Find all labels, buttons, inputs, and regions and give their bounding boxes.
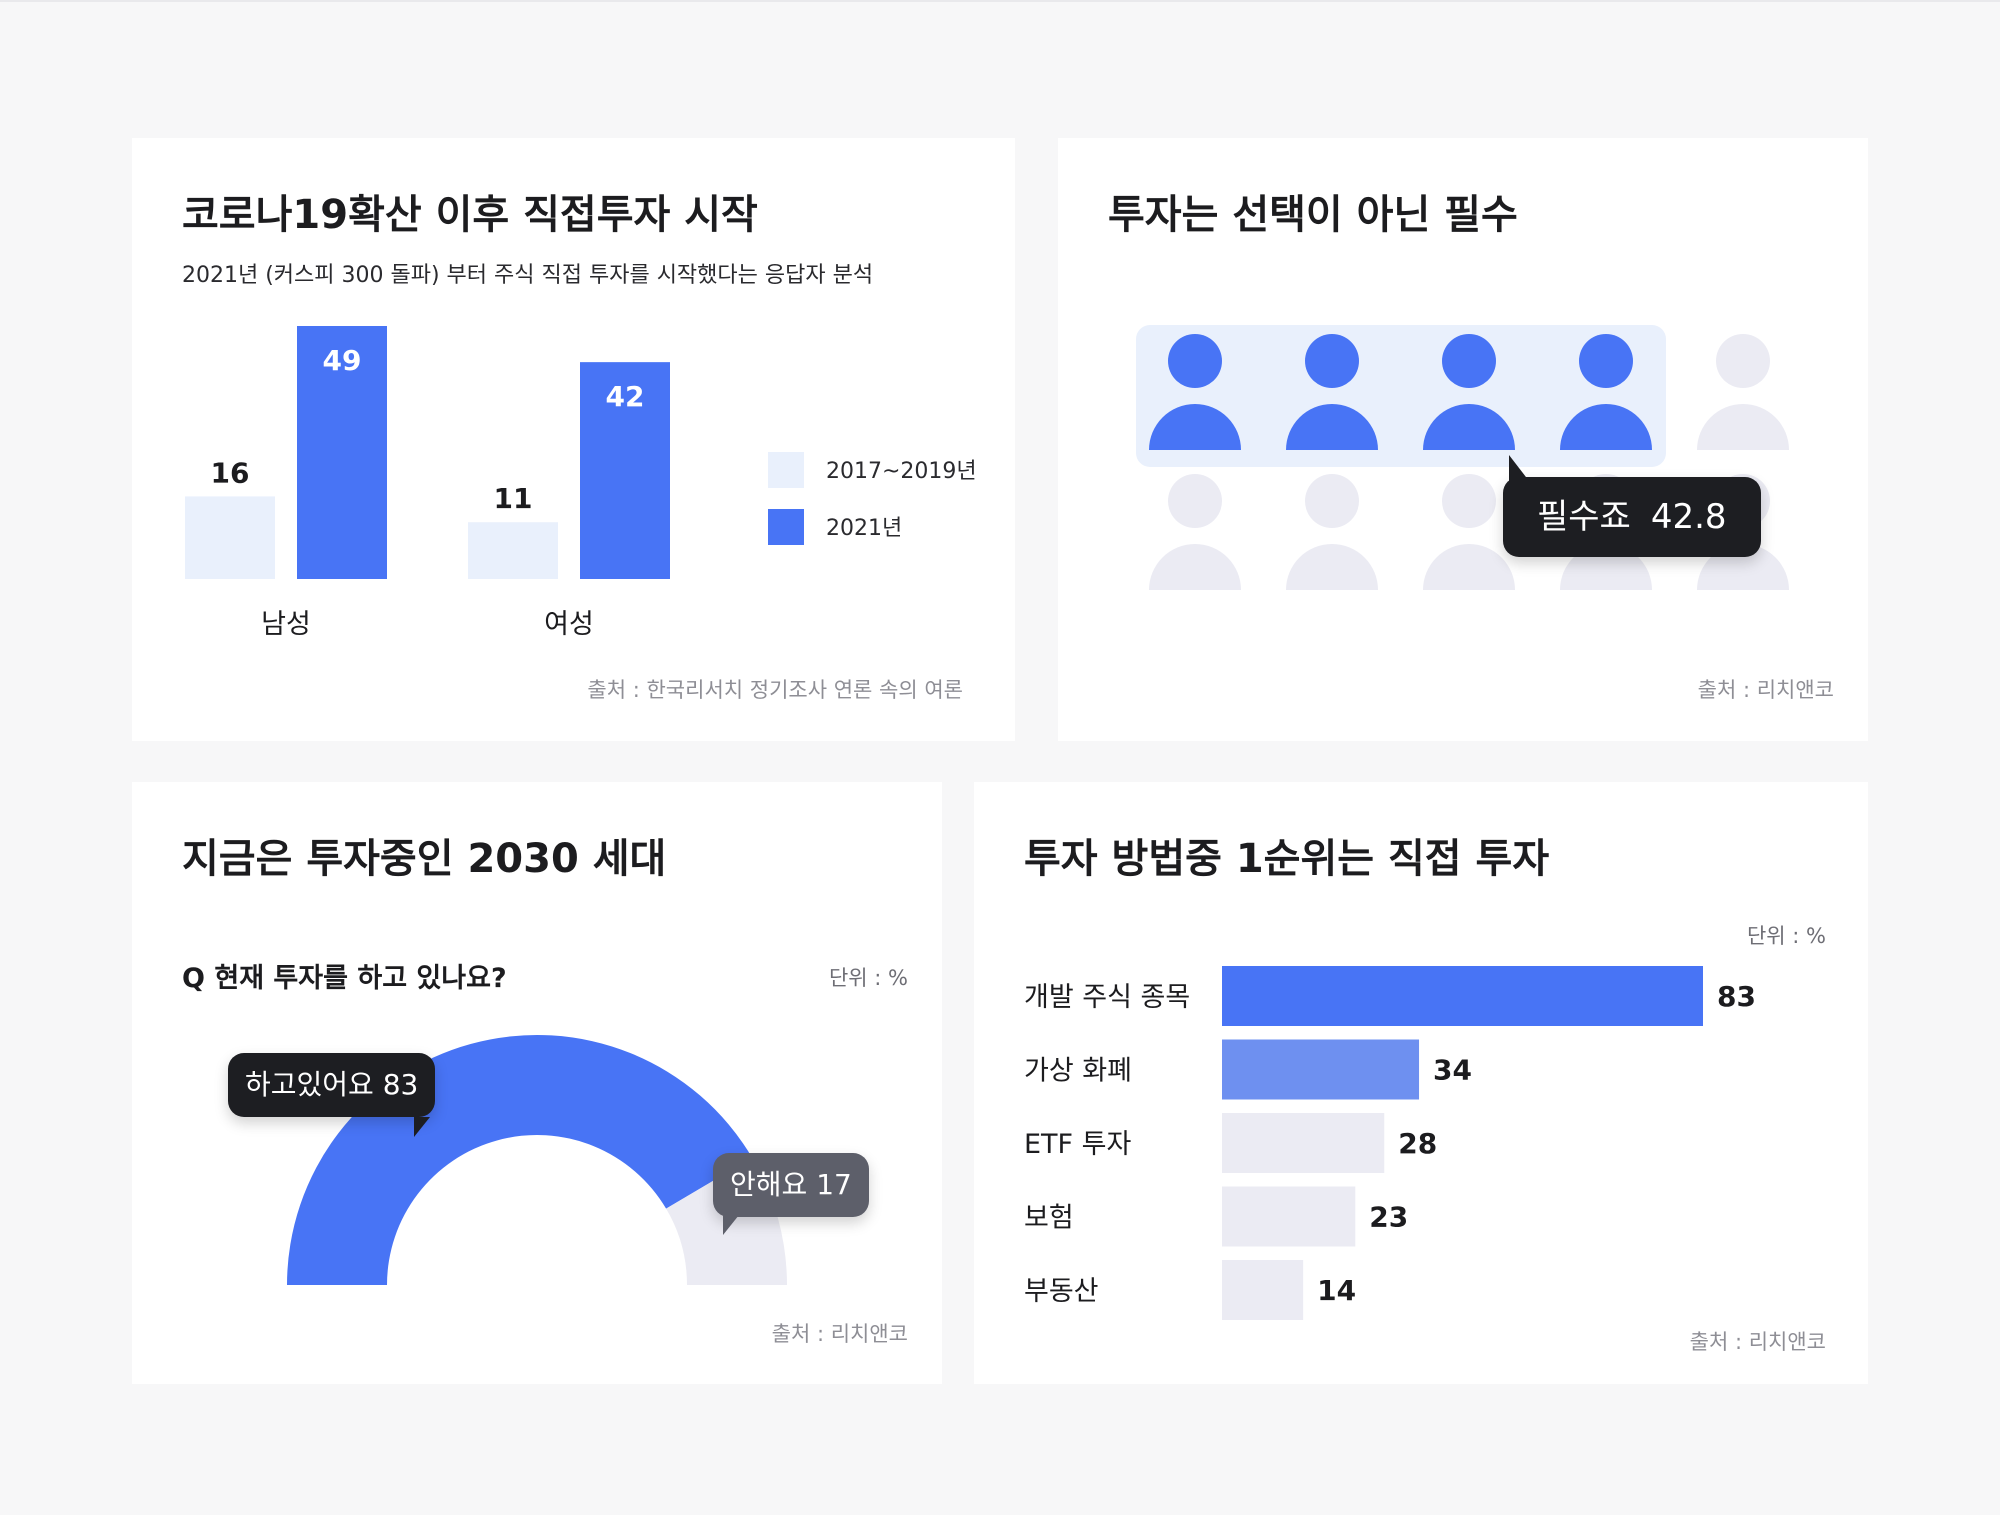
card-title: 투자는 선택이 아닌 필수 [1108,192,1518,238]
data-label: 83 [1717,980,1756,1013]
unit-label: 단위 : % [1746,924,1826,948]
person-icon [1149,334,1241,450]
tooltip-tail [723,1215,739,1235]
person-body [1423,404,1515,450]
category-label: 가상 화폐 [1024,1056,1132,1087]
person-icon [1697,334,1789,450]
person-head [1305,474,1359,528]
card-title: 코로나19확산 이후 직접투자 시작 [182,192,758,238]
card-subtitle: 2021년 (커스피 300 돌파) 부터 주식 직접 투자를 시작했다는 응답… [182,263,874,288]
tooltip-label: 하고있어요 [245,1068,374,1101]
data-label: 14 [1317,1274,1356,1307]
no-tooltip: 안해요 17 [713,1153,869,1235]
bar [1222,1113,1385,1173]
person-head [1442,474,1496,528]
category-label: ETF 투자 [1024,1129,1132,1160]
person-body [1423,544,1515,590]
legend-swatch [768,452,804,488]
category-label: 보험 [1024,1203,1074,1234]
bar [580,362,670,579]
bar [297,326,387,579]
person-head [1168,474,1222,528]
person-body [1149,404,1241,450]
person-body [1286,404,1378,450]
card-2030-investing: 지금은 투자중인 2030 세대 Q 현재 투자를 하고 있나요? 단위 : %… [132,782,942,1384]
card-title: 투자 방법중 1순위는 직접 투자 [1024,836,1550,882]
data-label: 16 [211,456,250,489]
bar [1222,1260,1304,1320]
person-pictogram [1149,334,1789,590]
bar [468,522,558,579]
bar [185,496,275,579]
card-title: 지금은 투자중인 2030 세대 [182,836,667,882]
card-investment-essential: 투자는 선택이 아닌 필수 필수죠 42.8 출처 : 리치앤코 [1058,138,1868,741]
person-head [1579,334,1633,388]
category-label: 여성 [544,609,594,640]
tooltip-tail [414,1117,430,1137]
person-head [1305,334,1359,388]
person-head [1442,334,1496,388]
legend-swatch [768,509,804,545]
chart-source: 출처 : 리치앤코 [1697,678,1834,702]
data-label: 11 [494,482,533,515]
chart-source: 출처 : 리치앤코 [771,1322,908,1346]
person-icon [1286,334,1378,450]
yes-tooltip: 하고있어요 83 [228,1053,436,1137]
person-head [1168,334,1222,388]
data-label: 49 [323,344,362,377]
legend-label: 2017~2019년 [826,459,977,484]
legend-label: 2021년 [826,516,902,541]
person-body [1560,404,1652,450]
bar [1222,1039,1420,1100]
card-direct-investment-start: 코로나19확산 이후 직접투자 시작 2021년 (커스피 300 돌파) 부터… [132,138,1015,741]
person-icon [1286,474,1378,590]
chart-source: 출처 : 한국리서치 정기조사 연론 속의 여론 [587,678,963,702]
essential-tooltip: 필수죠 42.8 [1503,455,1761,557]
window-top-border [0,0,2000,2]
chart-source: 출처 : 리치앤코 [1689,1330,1826,1354]
tooltip-label: 안해요 [730,1168,808,1201]
person-icon [1423,474,1515,590]
tooltip-label: 필수죠 [1537,497,1631,537]
person-body [1286,544,1378,590]
person-head [1716,334,1770,388]
data-label: 42 [606,380,645,413]
person-body [1697,404,1789,450]
horizontal-bar-chart: 개발 주식 종목 83 가상 화폐 34 ETF 투자 28 보험 23 부동산 14 [1024,966,1756,1320]
bar [1222,966,1703,1026]
person-icon [1149,474,1241,590]
person-icon [1423,334,1515,450]
grouped-bar-chart: 16 49 남성 11 42 여성 2017~2019년 2021년 [185,326,977,640]
card-investment-methods: 투자 방법중 1순위는 직접 투자 단위 : % 개발 주식 종목 83 가상 화폐… [974,782,1868,1384]
person-icon [1560,334,1652,450]
tooltip-value: 17 [816,1168,852,1201]
person-body [1149,544,1241,590]
data-label: 28 [1398,1127,1437,1160]
tooltip-tail [1509,455,1529,481]
unit-label: 단위 : % [828,966,908,990]
bar [1222,1186,1356,1247]
tooltip-value: 42.8 [1650,497,1727,537]
survey-question: Q 현재 투자를 하고 있나요? [182,963,507,994]
tooltip-value: 83 [382,1068,419,1101]
data-label: 34 [1433,1054,1472,1087]
category-label: 개발 주식 종목 [1024,982,1190,1013]
category-label: 부동산 [1024,1276,1099,1307]
category-label: 남성 [261,609,311,640]
data-label: 23 [1369,1201,1408,1234]
